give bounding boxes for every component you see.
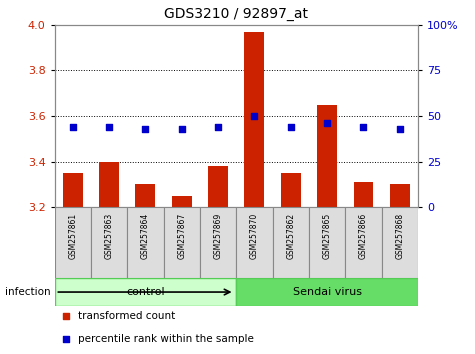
Point <box>214 124 222 130</box>
Text: transformed count: transformed count <box>78 311 175 321</box>
Bar <box>91 207 127 278</box>
Point <box>360 124 367 130</box>
Bar <box>135 184 155 207</box>
Bar <box>381 207 418 278</box>
Bar <box>317 104 337 207</box>
Point <box>69 124 76 130</box>
Bar <box>200 207 237 278</box>
Bar <box>172 196 192 207</box>
Bar <box>237 207 273 278</box>
Text: Sendai virus: Sendai virus <box>293 287 361 297</box>
Title: GDS3210 / 92897_at: GDS3210 / 92897_at <box>164 7 308 21</box>
Point <box>251 113 258 119</box>
Bar <box>55 207 91 278</box>
Text: GSM257863: GSM257863 <box>104 213 114 259</box>
Point <box>62 313 69 319</box>
Bar <box>127 207 163 278</box>
Text: GSM257868: GSM257868 <box>395 213 404 259</box>
Bar <box>55 278 237 306</box>
Point <box>62 336 69 342</box>
Bar <box>273 207 309 278</box>
Text: GSM257866: GSM257866 <box>359 213 368 259</box>
Point <box>396 126 404 132</box>
Point <box>178 126 186 132</box>
Text: GSM257864: GSM257864 <box>141 213 150 259</box>
Bar <box>99 161 119 207</box>
Bar <box>208 166 228 207</box>
Bar <box>353 182 373 207</box>
Text: GSM257861: GSM257861 <box>68 213 77 259</box>
Text: GSM257862: GSM257862 <box>286 213 295 259</box>
Text: percentile rank within the sample: percentile rank within the sample <box>78 334 254 344</box>
Point <box>105 124 113 130</box>
Point <box>287 124 294 130</box>
Text: GSM257870: GSM257870 <box>250 213 259 259</box>
Text: control: control <box>126 287 165 297</box>
Bar <box>237 278 418 306</box>
Text: infection: infection <box>5 287 50 297</box>
Point <box>142 126 149 132</box>
Text: GSM257865: GSM257865 <box>323 213 332 259</box>
Bar <box>390 184 410 207</box>
Bar <box>281 173 301 207</box>
Bar <box>163 207 200 278</box>
Bar <box>245 32 265 207</box>
Text: GSM257867: GSM257867 <box>177 213 186 259</box>
Text: GSM257869: GSM257869 <box>214 213 223 259</box>
Point <box>323 120 331 126</box>
Bar <box>63 173 83 207</box>
Bar <box>345 207 381 278</box>
Bar <box>309 207 345 278</box>
